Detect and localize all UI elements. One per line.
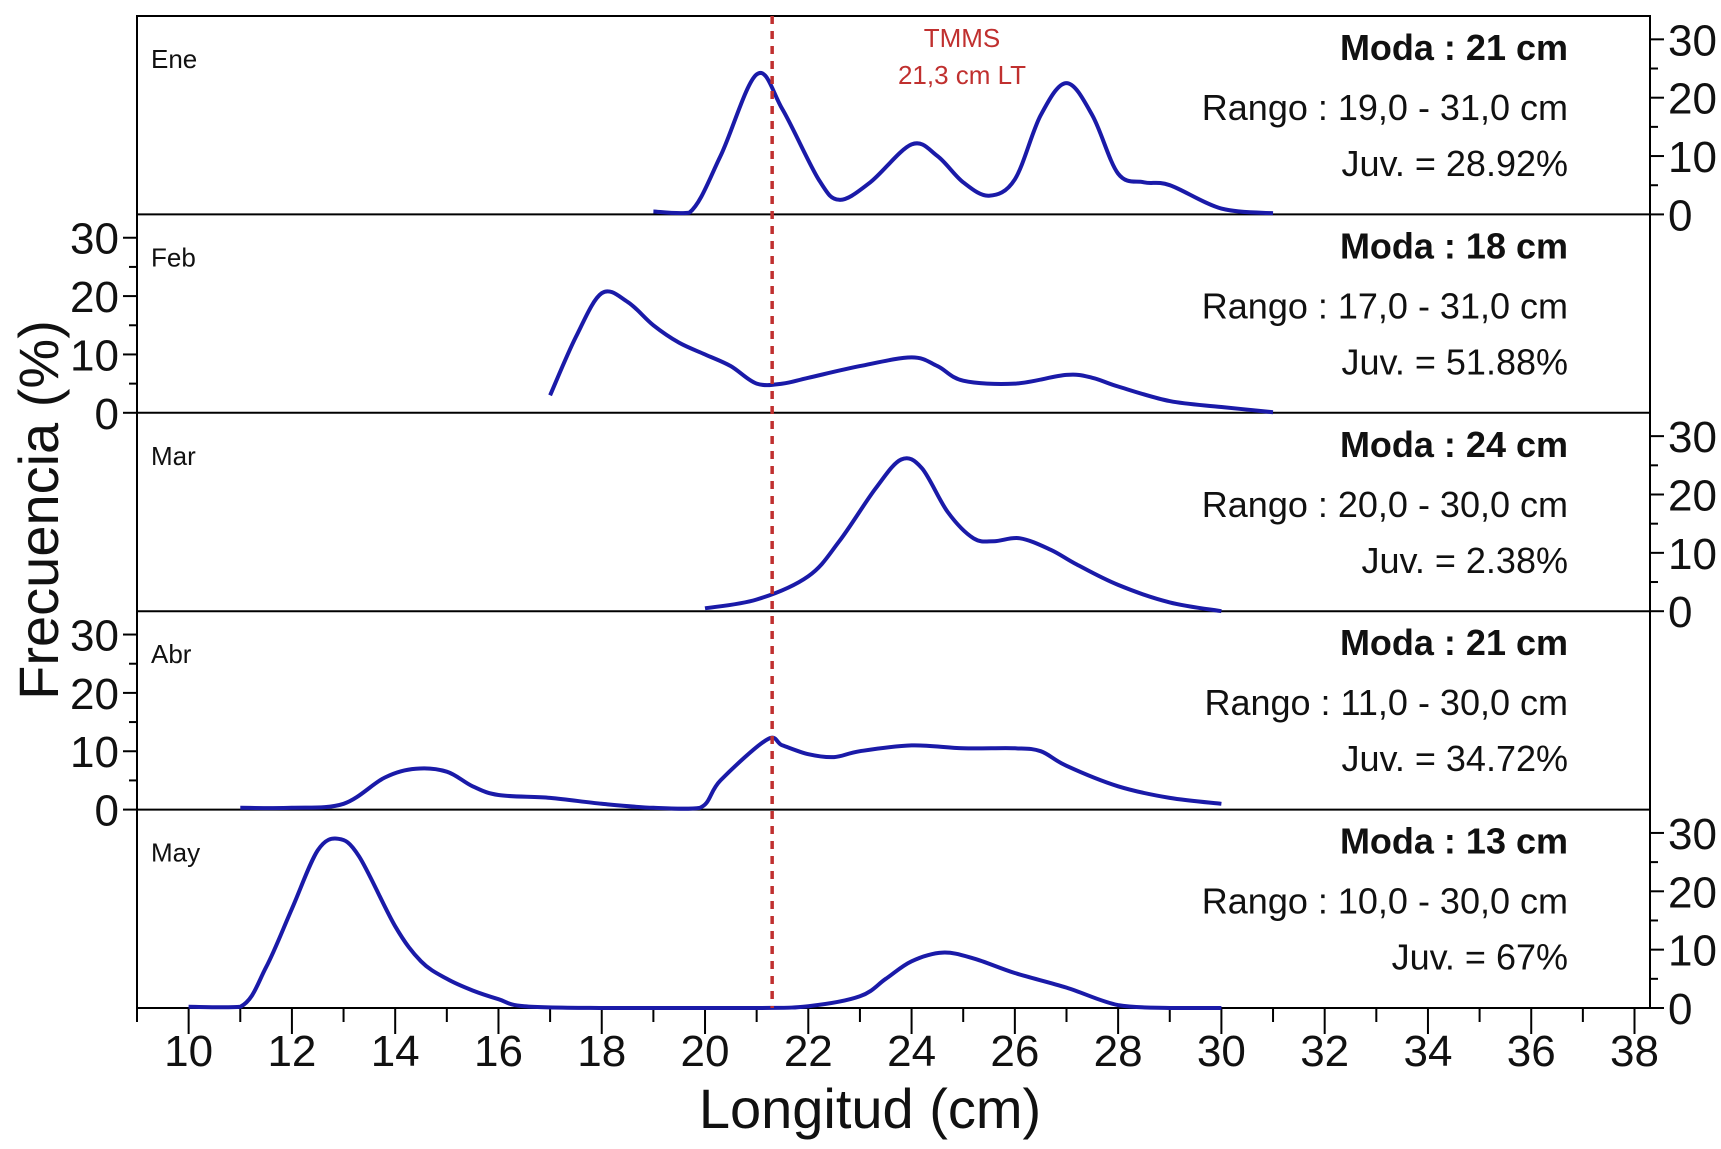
x-tick-label: 16 bbox=[474, 1027, 523, 1076]
panel-moda: Moda : 21 cm bbox=[1340, 622, 1568, 663]
x-tick-label: 20 bbox=[681, 1027, 730, 1076]
y-tick-label: 10 bbox=[1668, 530, 1717, 579]
panel-juv: Juv. = 2.38% bbox=[1362, 540, 1568, 581]
panel-month-label: Ene bbox=[151, 44, 197, 74]
y-tick-label: 10 bbox=[70, 331, 119, 380]
y-tick-label: 10 bbox=[1668, 133, 1717, 182]
frequency-series-abr bbox=[240, 735, 1222, 811]
y-tick-label: 0 bbox=[1668, 985, 1692, 1034]
panel-month-label: Abr bbox=[151, 639, 192, 669]
x-tick-label: 10 bbox=[164, 1027, 213, 1076]
x-tick-label: 18 bbox=[577, 1027, 626, 1076]
panel-rango: Rango : 19,0 - 31,0 cm bbox=[1202, 87, 1568, 128]
x-tick-label: 26 bbox=[990, 1027, 1039, 1076]
y-tick-label: 20 bbox=[70, 273, 119, 322]
y-tick-label: 30 bbox=[1668, 16, 1717, 65]
y-tick-label: 30 bbox=[1668, 413, 1717, 462]
y-tick-label: 0 bbox=[95, 390, 119, 439]
y-tick-label: 20 bbox=[1668, 868, 1717, 917]
x-tick-label: 36 bbox=[1507, 1027, 1556, 1076]
panel-month-label: Mar bbox=[151, 441, 196, 471]
y-axis-title: Frecuencia (%) bbox=[7, 320, 70, 700]
panel-juv: Juv. = 28.92% bbox=[1342, 143, 1568, 184]
y-tick-label: 0 bbox=[95, 787, 119, 836]
x-tick-label: 30 bbox=[1197, 1027, 1246, 1076]
x-tick-label: 12 bbox=[267, 1027, 316, 1076]
panel-moda: Moda : 13 cm bbox=[1340, 821, 1568, 862]
x-axis-title: Longitud (cm) bbox=[699, 1077, 1041, 1140]
panel-month-label: Feb bbox=[151, 242, 196, 272]
frequency-series-ene bbox=[653, 70, 1274, 216]
x-tick-label: 32 bbox=[1300, 1027, 1349, 1076]
y-tick-label: 10 bbox=[70, 728, 119, 777]
panel-month-label: May bbox=[151, 838, 200, 868]
panel-moda: Moda : 21 cm bbox=[1340, 27, 1568, 68]
x-tick-label: 34 bbox=[1403, 1027, 1452, 1076]
frequency-series-feb bbox=[548, 289, 1274, 415]
y-tick-label: 0 bbox=[1668, 588, 1692, 637]
tmms-value-label: 21,3 cm LT bbox=[898, 60, 1026, 90]
x-tick-label: 22 bbox=[784, 1027, 833, 1076]
panel-rango: Rango : 10,0 - 30,0 cm bbox=[1202, 881, 1568, 922]
frequency-series-may bbox=[188, 836, 1222, 1011]
panel-juv: Juv. = 67% bbox=[1392, 937, 1568, 978]
y-tick-label: 20 bbox=[1668, 75, 1717, 124]
y-tick-label: 30 bbox=[70, 215, 119, 264]
y-tick-label: 20 bbox=[70, 670, 119, 719]
panel-juv: Juv. = 34.72% bbox=[1342, 738, 1568, 779]
panel-moda: Moda : 24 cm bbox=[1340, 424, 1568, 465]
x-tick-label: 28 bbox=[1094, 1027, 1143, 1076]
tmms-label: TMMS bbox=[924, 23, 1001, 53]
x-tick-label: 38 bbox=[1610, 1027, 1659, 1076]
y-tick-label: 0 bbox=[1668, 191, 1692, 240]
y-tick-label: 20 bbox=[1668, 471, 1717, 520]
frequency-series-mar bbox=[704, 456, 1222, 614]
y-tick-label: 30 bbox=[70, 612, 119, 661]
panel-moda: Moda : 18 cm bbox=[1340, 225, 1568, 266]
x-tick-label: 24 bbox=[887, 1027, 936, 1076]
y-tick-label: 30 bbox=[1668, 810, 1717, 859]
plot-frame bbox=[136, 15, 1651, 1009]
x-tick-label: 14 bbox=[371, 1027, 420, 1076]
y-tick-label: 10 bbox=[1668, 927, 1717, 976]
panel-juv: Juv. = 51.88% bbox=[1342, 341, 1568, 382]
panel-rango: Rango : 20,0 - 30,0 cm bbox=[1202, 484, 1568, 525]
panel-rango: Rango : 11,0 - 30,0 cm bbox=[1204, 682, 1568, 723]
panel-rango: Rango : 17,0 - 31,0 cm bbox=[1202, 285, 1568, 326]
